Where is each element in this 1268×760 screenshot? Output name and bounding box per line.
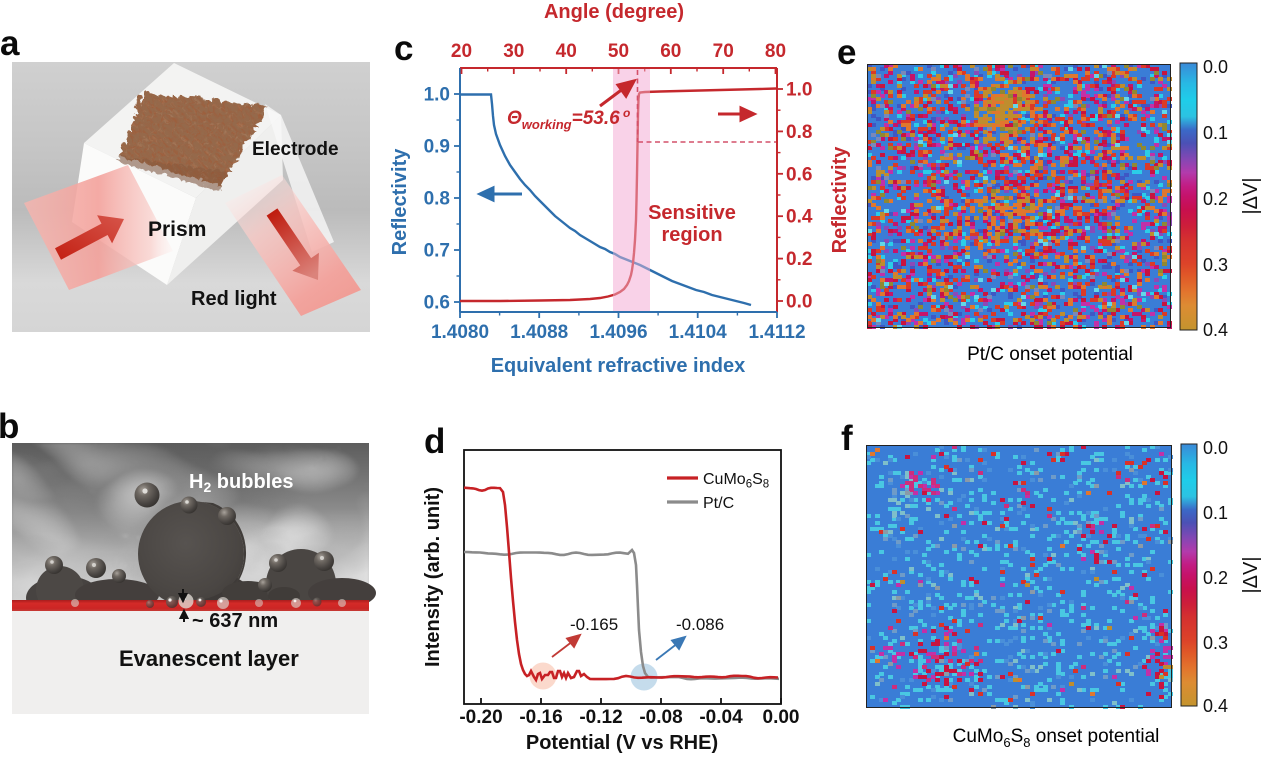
- svg-text:Red light: Red light: [191, 288, 277, 310]
- svg-text:0.2: 0.2: [786, 249, 812, 270]
- svg-text:a: a: [0, 24, 20, 63]
- svg-text:-0.04: -0.04: [699, 707, 743, 728]
- svg-text:0.6: 0.6: [786, 164, 812, 185]
- svg-text:1.4096: 1.4096: [589, 322, 647, 343]
- svg-text:f: f: [841, 419, 853, 458]
- svg-text:c: c: [394, 29, 413, 68]
- svg-text:50: 50: [608, 41, 629, 62]
- svg-text:b: b: [0, 407, 19, 446]
- svg-text:0.8: 0.8: [424, 189, 450, 210]
- svg-text:1.0: 1.0: [786, 80, 812, 101]
- svg-text:Prism: Prism: [148, 218, 206, 241]
- svg-text:0.3: 0.3: [1203, 255, 1228, 275]
- svg-text:|ΔV|: |ΔV|: [1240, 556, 1262, 593]
- svg-text:0.8: 0.8: [786, 122, 812, 143]
- svg-text:region: region: [661, 224, 722, 246]
- svg-text:|ΔV|: |ΔV|: [1240, 177, 1262, 214]
- svg-text:0.2: 0.2: [1203, 189, 1228, 209]
- svg-text:1.4080: 1.4080: [431, 322, 489, 343]
- svg-text:0.6: 0.6: [424, 293, 450, 314]
- svg-text:0.1: 0.1: [1203, 123, 1228, 143]
- svg-text:-0.20: -0.20: [459, 707, 502, 728]
- svg-text:Reflectivity: Reflectivity: [829, 146, 851, 254]
- svg-text:Potential (V vs RHE): Potential (V vs RHE): [526, 732, 718, 754]
- svg-text:40: 40: [556, 41, 577, 62]
- svg-text:70: 70: [713, 41, 734, 62]
- svg-text:0.9: 0.9: [424, 137, 450, 158]
- svg-text:CuMo6S8: CuMo6S8: [703, 471, 769, 491]
- svg-text:~ 637 nm: ~ 637 nm: [192, 610, 278, 632]
- svg-text:-0.086: -0.086: [676, 615, 724, 634]
- svg-text:20: 20: [451, 41, 472, 62]
- svg-text:60: 60: [660, 41, 681, 62]
- svg-text:0.0: 0.0: [1203, 57, 1228, 77]
- svg-text:e: e: [837, 33, 856, 72]
- svg-text:Sensitive: Sensitive: [648, 202, 736, 224]
- svg-text:0.4: 0.4: [786, 207, 813, 228]
- svg-text:0.0: 0.0: [786, 292, 812, 313]
- svg-text:0.00: 0.00: [763, 707, 800, 728]
- svg-text:-0.165: -0.165: [570, 615, 618, 634]
- svg-text:1.4088: 1.4088: [510, 322, 568, 343]
- svg-text:-0.08: -0.08: [639, 707, 682, 728]
- svg-text:0.7: 0.7: [424, 241, 450, 262]
- svg-text:Reflectivity: Reflectivity: [389, 148, 411, 256]
- svg-text:0.4: 0.4: [1203, 320, 1228, 340]
- svg-text:0.1: 0.1: [1203, 503, 1228, 523]
- svg-text:Intensity (arb. unit): Intensity (arb. unit): [422, 487, 444, 667]
- svg-text:Angle (degree): Angle (degree): [544, 1, 684, 23]
- svg-text:1.0: 1.0: [424, 85, 450, 106]
- svg-text:1.4112: 1.4112: [748, 322, 805, 343]
- svg-text:Equivalent refractive index: Equivalent refractive index: [491, 355, 746, 377]
- svg-text:-0.16: -0.16: [519, 707, 562, 728]
- svg-text:0.3: 0.3: [1203, 633, 1228, 653]
- svg-text:-0.12: -0.12: [579, 707, 622, 728]
- svg-text:0.0: 0.0: [1203, 438, 1228, 458]
- svg-text:d: d: [424, 422, 445, 461]
- svg-text:Pt/C: Pt/C: [703, 495, 734, 512]
- svg-text:80: 80: [765, 41, 786, 62]
- svg-text:Evanescent layer: Evanescent layer: [119, 646, 299, 671]
- svg-text:1.4104: 1.4104: [669, 322, 728, 343]
- svg-text:0.2: 0.2: [1203, 568, 1228, 588]
- svg-text:30: 30: [503, 41, 524, 62]
- svg-text:0.4: 0.4: [1203, 696, 1228, 716]
- svg-text:H2 bubbles: H2 bubbles: [189, 471, 293, 495]
- svg-text:Electrode: Electrode: [252, 139, 339, 160]
